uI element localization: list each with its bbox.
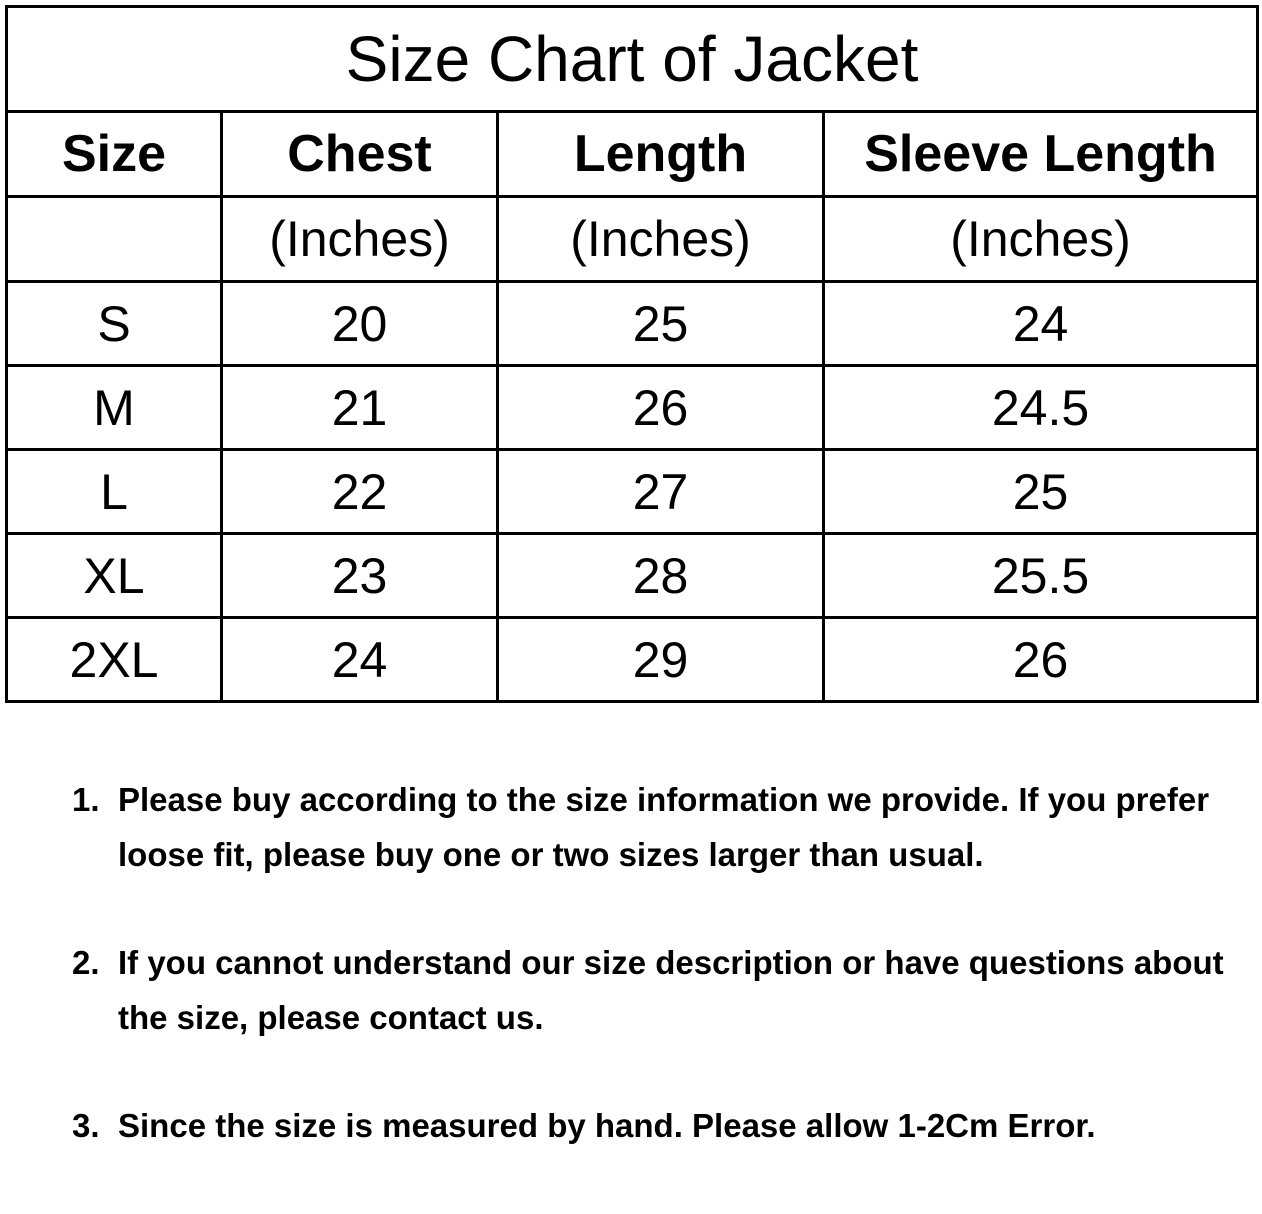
header-chest: Chest [220, 110, 499, 198]
note-item: 1. Please buy according to the size infor… [72, 772, 1232, 882]
unit-size [5, 195, 223, 283]
cell-length: 29 [496, 616, 825, 703]
unit-length: (Inches) [496, 195, 825, 283]
table-row: L 22 27 25 [5, 448, 1259, 535]
cell-sleeve-length: 25 [822, 448, 1259, 535]
cell-length: 27 [496, 448, 825, 535]
cell-chest: 22 [220, 448, 499, 535]
cell-sleeve-length: 24 [822, 280, 1259, 367]
cell-sleeve-length: 26 [822, 616, 1259, 703]
cell-sleeve-length: 24.5 [822, 364, 1259, 451]
cell-size: S [5, 280, 223, 367]
cell-size: L [5, 448, 223, 535]
cell-size: 2XL [5, 616, 223, 703]
cell-length: 25 [496, 280, 825, 367]
table-row: XL 23 28 25.5 [5, 532, 1259, 619]
unit-chest: (Inches) [220, 195, 499, 283]
cell-chest: 20 [220, 280, 499, 367]
size-chart-table: Size Chart of Jacket Size Chest Length S… [5, 5, 1259, 703]
cell-length: 28 [496, 532, 825, 619]
table-row: M 21 26 24.5 [5, 364, 1259, 451]
cell-chest: 23 [220, 532, 499, 619]
unit-sleeve-length: (Inches) [822, 195, 1259, 283]
chart-title: Size Chart of Jacket [5, 5, 1259, 113]
cell-length: 26 [496, 364, 825, 451]
note-text: If you cannot understand our size descri… [118, 944, 1224, 1036]
cell-chest: 24 [220, 616, 499, 703]
note-item: 3. Since the size is measured by hand. Pl… [72, 1098, 1232, 1153]
header-sleeve-length: Sleeve Length [822, 110, 1259, 198]
notes-list: 1. Please buy according to the size infor… [72, 772, 1232, 1206]
note-item: 2. If you cannot understand our size desc… [72, 935, 1232, 1045]
note-text: Since the size is measured by hand. Plea… [118, 1107, 1096, 1144]
cell-chest: 21 [220, 364, 499, 451]
cell-sleeve-length: 25.5 [822, 532, 1259, 619]
note-number: 2. [72, 944, 100, 981]
note-number: 3. [72, 1107, 100, 1144]
note-number: 1. [72, 781, 100, 818]
cell-size: M [5, 364, 223, 451]
header-length: Length [496, 110, 825, 198]
note-text: Please buy according to the size informa… [118, 781, 1210, 873]
table-row: S 20 25 24 [5, 280, 1259, 367]
header-size: Size [5, 110, 223, 198]
cell-size: XL [5, 532, 223, 619]
table-row: 2XL 24 29 26 [5, 616, 1259, 703]
